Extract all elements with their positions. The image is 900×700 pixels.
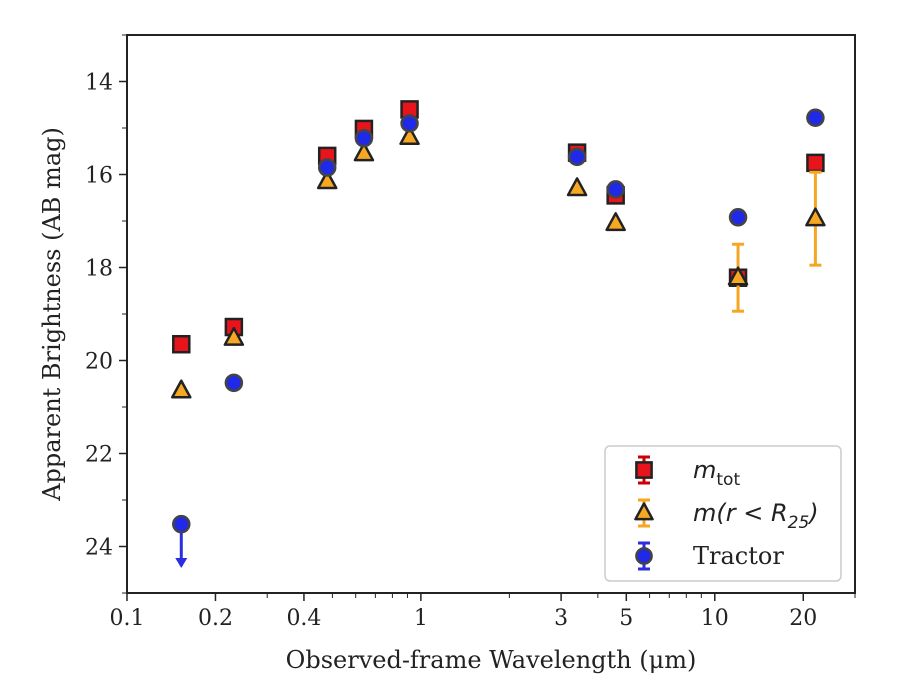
x-axis: 0.1 0.2 0.4 1 3 5 10 20: [110, 593, 856, 631]
x-axis-label: Observed-frame Wavelength (μm): [286, 646, 697, 674]
circle-marker: [635, 547, 653, 565]
y-tick-label: 14: [85, 71, 113, 96]
triangle-marker: [727, 266, 749, 286]
circle-marker: [172, 514, 191, 534]
chart-marks: [171, 100, 826, 569]
x-tick-label: 0.1: [110, 606, 145, 631]
legend-entry: m(r < R25): [634, 498, 819, 533]
triangle-marker: [634, 502, 654, 521]
triangle-marker: [223, 326, 245, 346]
circle-marker: [354, 128, 374, 148]
square-marker: [172, 334, 191, 354]
legend-label: Tractor: [693, 542, 784, 570]
y-axis-label: Apparent Brightness (AB mag): [38, 127, 66, 502]
legend-label: mtot: [693, 456, 740, 490]
triangle-marker: [316, 170, 338, 190]
x-tick-label: 1: [414, 606, 428, 631]
y-tick-label: 18: [85, 257, 113, 282]
triangle-marker: [171, 379, 192, 399]
legend-entry: mtot: [635, 455, 740, 490]
circle-marker: [224, 373, 244, 393]
x-tick-label: 0.2: [198, 606, 233, 631]
x-tick-label: 0.4: [286, 606, 321, 631]
y-tick-label: 16: [85, 164, 113, 189]
legend-label: m(r < R25): [693, 499, 819, 533]
triangle-marker: [566, 177, 588, 197]
y-axis: 14 16 18 20 22 24: [85, 34, 127, 594]
y-tick-label: 22: [85, 443, 113, 468]
series-1: [171, 126, 826, 399]
circle-marker: [317, 158, 337, 177]
triangle-marker: [353, 142, 375, 162]
square-marker: [635, 461, 653, 479]
x-tick-label: 10: [701, 606, 729, 631]
triangle-marker: [399, 126, 420, 146]
series-0: [172, 100, 825, 354]
legend: mtot m(r < R25) Tractor: [604, 445, 842, 582]
upper-limit-arrowhead: [175, 558, 188, 569]
x-tick-label: 5: [619, 606, 633, 631]
x-tick-label: 20: [789, 606, 817, 631]
y-tick-label: 24: [85, 536, 113, 561]
square-marker: [806, 153, 825, 173]
x-tick-label: 3: [554, 606, 568, 631]
series-2: [172, 108, 825, 569]
triangle-marker: [805, 207, 826, 227]
legend-box: [604, 445, 842, 582]
circle-marker: [400, 114, 419, 133]
y-tick-label: 20: [85, 350, 113, 375]
circle-marker: [806, 108, 825, 128]
circle-marker: [606, 180, 625, 199]
legend-entry: Tractor: [635, 541, 784, 571]
circle-marker: [728, 208, 748, 227]
circle-marker: [567, 147, 587, 167]
triangle-marker: [605, 212, 626, 232]
